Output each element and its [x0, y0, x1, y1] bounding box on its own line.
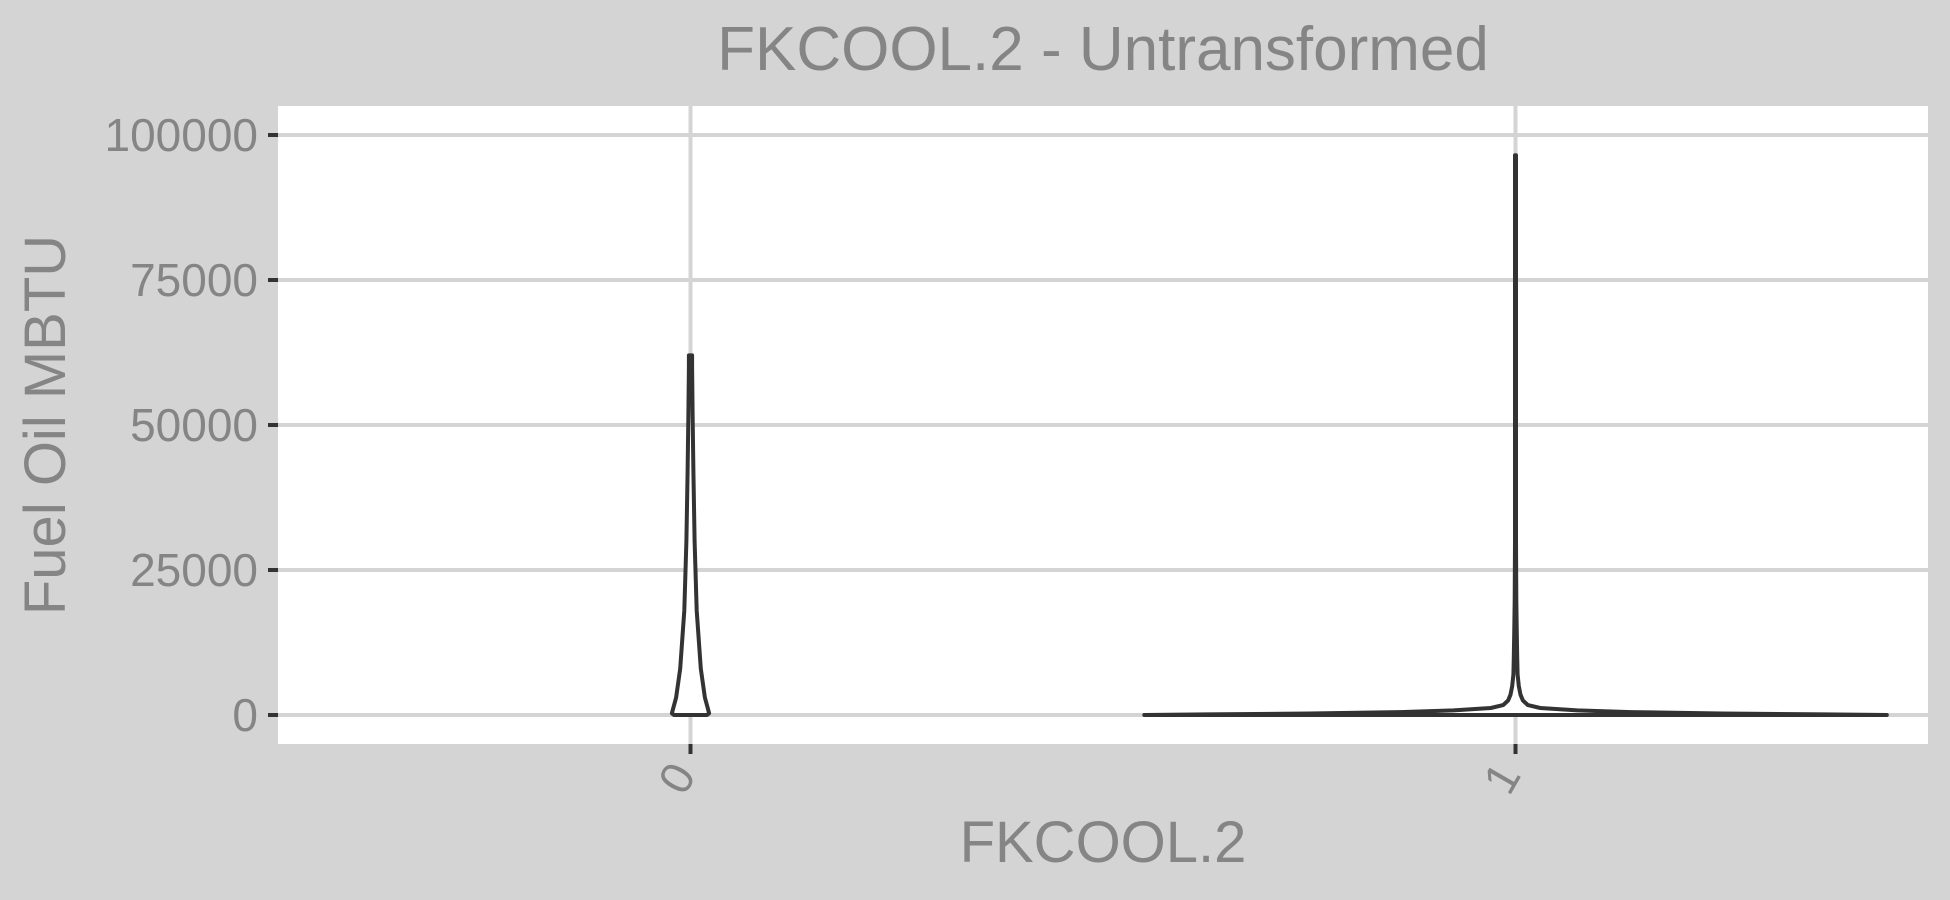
y-tick-label: 100000 [105, 109, 259, 161]
y-axis-label: Fuel Oil MBTU [13, 235, 78, 615]
y-tick-label: 0 [232, 689, 258, 741]
violins [669, 153, 1889, 717]
y-tick-label: 25000 [130, 544, 258, 596]
x-axis-label: FKCOOL.2 [960, 810, 1247, 875]
violin-0 [669, 353, 712, 717]
violin-1 [1142, 153, 1889, 717]
chart-title: FKCOOL.2 - Untransformed [717, 15, 1489, 84]
y-tick-label: 75000 [130, 254, 258, 306]
y-axis: 0 25000 50000 75000 100000 [105, 109, 278, 741]
y-tick-label: 50000 [130, 399, 258, 451]
